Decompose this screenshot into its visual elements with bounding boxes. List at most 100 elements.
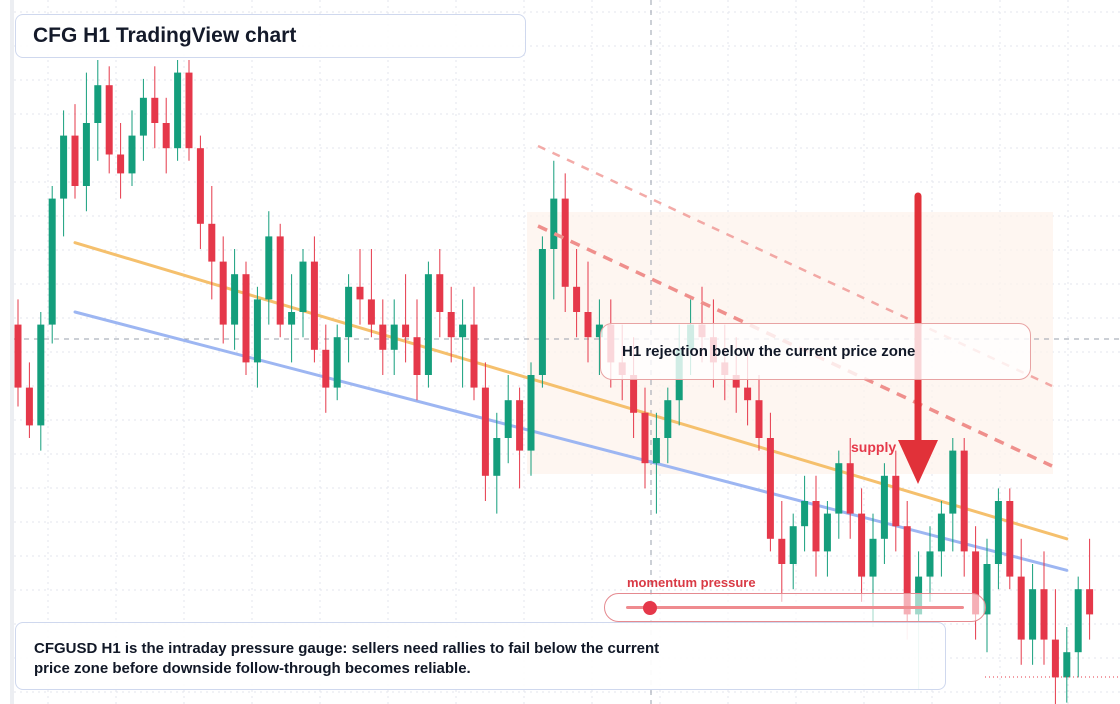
candle-bear [778,538,786,564]
description-text: CFGUSD H1 is the intraday pressure gauge… [34,640,660,677]
candle-bear [1006,501,1014,577]
candle-bear [356,286,364,300]
callout-text: H1 rejection below the current price zon… [622,343,916,360]
candle-bull [345,286,353,338]
candle-bull [424,274,432,375]
candle-bull [253,299,261,363]
candle-bull [139,97,147,136]
candle-bull [390,324,398,350]
candle-bear [219,261,227,325]
candle-bear [25,387,33,426]
candle-bull [983,564,991,615]
candle-bear [892,475,900,527]
supply-label: supply [851,439,897,455]
candle-bull [801,501,809,527]
candle-bear [151,97,159,123]
candle-bear [322,349,330,388]
candle-bull [527,375,535,451]
candle-bear [436,274,444,312]
candle-bull [652,438,660,464]
candle-bear [1017,576,1025,640]
candle-bull [869,538,877,577]
momentum-gauge[interactable] [604,593,986,622]
rejection-callout: H1 rejection below the current price zon… [600,323,1031,380]
candle-bear [276,236,284,325]
candle-bull [835,463,843,514]
candle-bull [288,312,296,325]
candle-bull [231,274,239,325]
candle-bear [630,375,638,413]
candle-bear [379,324,387,350]
title-panel: CFG H1 TradingView chart [15,14,526,58]
down-arrow-head [898,440,938,484]
candle-bear [516,400,524,451]
candle-bear [812,501,820,552]
candle-bull [504,400,512,438]
price-scale-edge [10,0,14,704]
candle-bull [493,438,501,476]
candle-bear [470,324,478,388]
candle-bear [367,299,375,325]
candle-bull [48,198,56,325]
candle-bear [1051,639,1059,678]
candle-bull [1063,652,1071,678]
candle-bear [561,198,569,287]
gauge-label: momentum pressure [627,575,756,590]
trendline-upper [73,241,1069,541]
candle-bull [60,135,68,199]
candle-bear [584,312,592,338]
candle-bear [903,526,911,615]
candle-bear [846,463,854,514]
gauge-knob[interactable] [642,601,657,615]
candle-bear [71,135,79,186]
candle-bull [128,135,136,174]
candle-bear [208,223,216,262]
candle-bull [265,236,273,300]
candle-bull [789,526,797,564]
chart-title: CFG H1 TradingView chart [33,24,297,47]
candle-bull [174,72,182,149]
candle-bull [550,198,558,249]
candle-bull [823,513,831,552]
candle-bear [105,85,113,155]
candle-bull [880,475,888,539]
candle-bull [949,450,957,514]
channel-line-lower [537,224,1053,468]
candle-bear [858,513,866,577]
candle-bull [82,123,90,186]
candle-bear [766,438,774,539]
candle-bull [1029,589,1037,640]
candle-bear [162,123,170,149]
candle-bear [14,324,22,388]
candle-bear [1086,589,1094,615]
candle-bear [972,551,980,615]
candle-bull [664,400,672,438]
candle-bear [185,72,193,149]
trendline-lower [73,310,1069,572]
candle-bull [94,85,102,123]
candle-bull [299,261,307,312]
candle-bear [755,400,763,438]
candle-bull [926,551,934,577]
candle-bull [937,513,945,552]
candle-bear [1040,589,1048,640]
candle-bull [538,249,546,375]
candle-bull [333,337,341,388]
candle-bear [242,274,250,363]
candle-bear [732,375,740,388]
candle-bull [595,324,603,338]
candle-bull [459,324,467,338]
gauge-bar [626,606,964,609]
candle-bull [1074,589,1082,653]
candle-bear [447,312,455,338]
candle-bear [413,337,421,375]
candle-bull [994,501,1002,564]
candle-bear [744,387,752,401]
description-panel: CFGUSD H1 is the intraday pressure gauge… [15,622,946,690]
candle-bear [573,286,581,312]
candle-bear [481,387,489,476]
candle-bear [117,154,125,174]
candle-bear [310,261,318,350]
candle-bear [402,324,410,338]
candle-bear [960,450,968,552]
